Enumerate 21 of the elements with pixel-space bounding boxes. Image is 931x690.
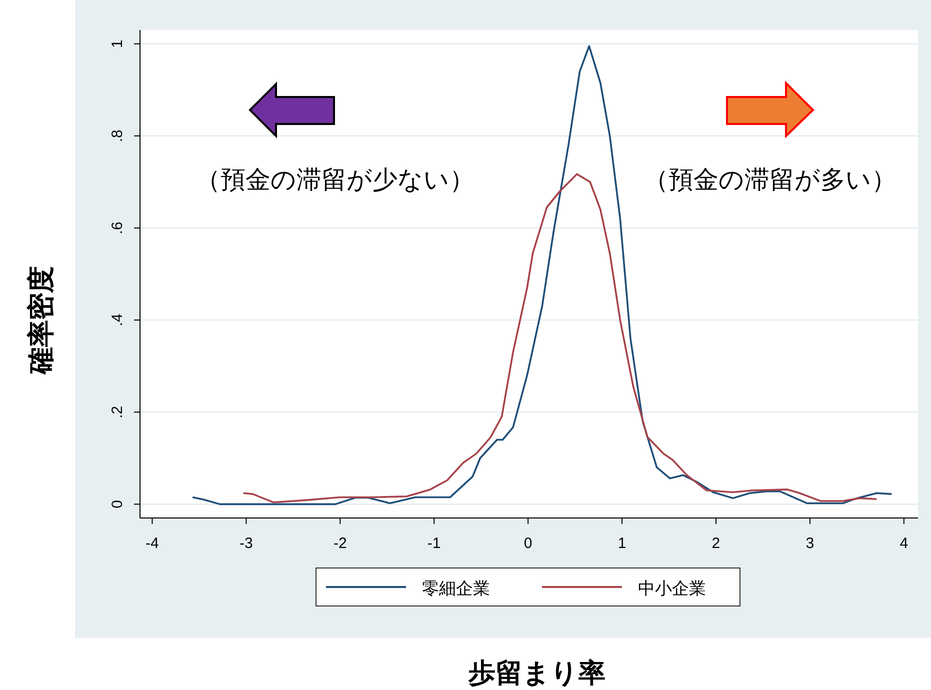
legend-label: 中小企業 (638, 579, 706, 598)
y-tick-label: .6 (109, 222, 126, 234)
annotation: （預金の滞留が少ない） (196, 166, 474, 194)
y-tick-label: 1 (109, 40, 126, 48)
x-tick-label: 0 (524, 535, 532, 552)
x-tick-label: -1 (427, 535, 441, 552)
y-tick-label: 0 (109, 500, 126, 508)
x-axis-title: 歩留まり率 (468, 658, 606, 688)
x-tick-label: 2 (712, 535, 720, 552)
x-tick-label: -3 (240, 535, 253, 552)
y-tick-label: .8 (109, 130, 126, 142)
annotation: （預金の滞留が多い） (644, 166, 896, 194)
x-tick-label: 3 (806, 535, 814, 552)
x-tick-label: 4 (900, 535, 908, 552)
x-tick-label: -4 (146, 535, 159, 552)
x-tick-label: -2 (333, 535, 347, 552)
y-tick-label: .2 (109, 406, 126, 418)
y-axis-title: 確率密度 (26, 266, 56, 375)
x-tick-label: 1 (618, 535, 626, 552)
y-tick-label: .4 (109, 314, 126, 326)
legend-label: 零細企業 (422, 579, 490, 598)
